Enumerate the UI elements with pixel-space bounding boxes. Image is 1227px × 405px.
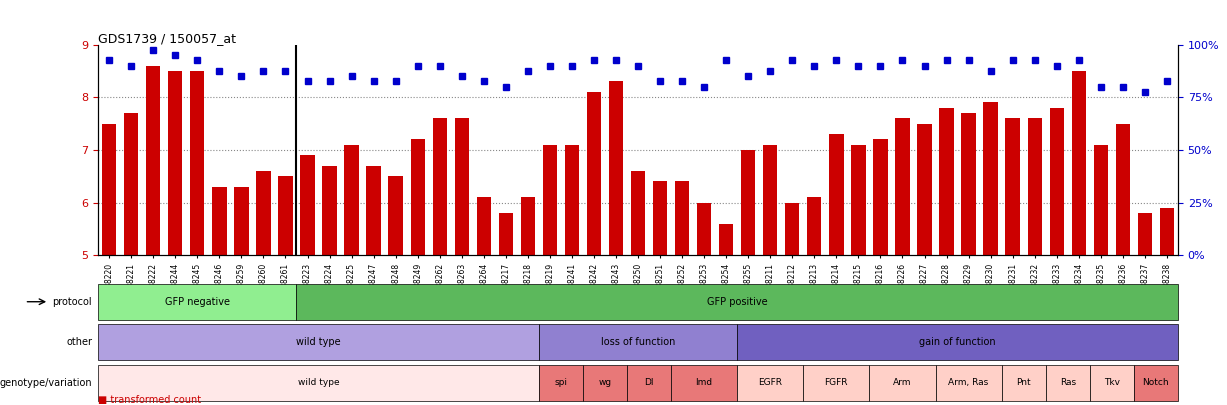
Bar: [1115, 124, 1130, 255]
Bar: [829, 134, 843, 255]
Text: other: other: [66, 337, 92, 347]
Bar: [476, 197, 491, 255]
Text: FGFR: FGFR: [825, 378, 848, 387]
Bar: [852, 145, 865, 255]
Text: wg: wg: [599, 378, 611, 387]
Bar: [719, 224, 734, 255]
Text: gain of function: gain of function: [919, 337, 996, 347]
Bar: [675, 181, 690, 255]
Bar: [234, 187, 249, 255]
Bar: [1049, 108, 1064, 255]
Bar: [631, 171, 645, 255]
Bar: [520, 197, 535, 255]
Text: Tkv: Tkv: [1104, 378, 1120, 387]
Bar: [896, 118, 909, 255]
FancyBboxPatch shape: [737, 364, 804, 401]
Text: Arm: Arm: [893, 378, 912, 387]
Bar: [542, 145, 557, 255]
Bar: [168, 71, 183, 255]
FancyBboxPatch shape: [1090, 364, 1134, 401]
Text: Ras: Ras: [1060, 378, 1076, 387]
FancyBboxPatch shape: [297, 284, 1178, 320]
FancyBboxPatch shape: [870, 364, 935, 401]
Bar: [609, 81, 623, 255]
Bar: [940, 108, 953, 255]
Bar: [564, 145, 579, 255]
FancyBboxPatch shape: [1045, 364, 1090, 401]
Text: Pnt: Pnt: [1016, 378, 1031, 387]
Text: GDS1739 / 150057_at: GDS1739 / 150057_at: [98, 32, 236, 45]
Text: GFP negative: GFP negative: [164, 297, 229, 307]
Bar: [587, 92, 601, 255]
Bar: [454, 118, 469, 255]
Bar: [389, 176, 402, 255]
Bar: [1027, 118, 1042, 255]
Bar: [741, 150, 756, 255]
Text: EGFR: EGFR: [758, 378, 783, 387]
Bar: [697, 202, 712, 255]
Bar: [918, 124, 931, 255]
Bar: [807, 197, 822, 255]
Bar: [190, 71, 205, 255]
Bar: [653, 181, 667, 255]
Bar: [1093, 145, 1108, 255]
FancyBboxPatch shape: [1001, 364, 1045, 401]
FancyBboxPatch shape: [627, 364, 671, 401]
Bar: [498, 213, 513, 255]
FancyBboxPatch shape: [98, 324, 539, 360]
Bar: [124, 113, 139, 255]
Text: genotype/variation: genotype/variation: [0, 378, 92, 388]
Bar: [1137, 213, 1152, 255]
Bar: [146, 66, 161, 255]
Bar: [256, 171, 271, 255]
Bar: [212, 187, 227, 255]
Bar: [785, 202, 800, 255]
Bar: [984, 102, 998, 255]
Text: Imd: Imd: [696, 378, 713, 387]
Bar: [874, 139, 887, 255]
Text: spi: spi: [555, 378, 567, 387]
Bar: [411, 139, 425, 255]
Text: loss of function: loss of function: [601, 337, 675, 347]
Bar: [1005, 118, 1020, 255]
FancyBboxPatch shape: [804, 364, 870, 401]
Bar: [323, 166, 336, 255]
Bar: [962, 113, 975, 255]
Bar: [301, 155, 314, 255]
Text: Dl: Dl: [644, 378, 654, 387]
Text: Notch: Notch: [1142, 378, 1169, 387]
Bar: [1160, 208, 1174, 255]
Text: ■ transformed count: ■ transformed count: [98, 395, 201, 405]
Text: protocol: protocol: [53, 297, 92, 307]
FancyBboxPatch shape: [935, 364, 1001, 401]
Bar: [279, 176, 292, 255]
Bar: [433, 118, 447, 255]
FancyBboxPatch shape: [98, 284, 297, 320]
FancyBboxPatch shape: [671, 364, 737, 401]
Text: wild type: wild type: [298, 378, 340, 387]
Text: GFP positive: GFP positive: [707, 297, 768, 307]
Bar: [1071, 71, 1086, 255]
FancyBboxPatch shape: [98, 364, 539, 401]
FancyBboxPatch shape: [737, 324, 1178, 360]
Bar: [367, 166, 380, 255]
Text: Arm, Ras: Arm, Ras: [948, 378, 989, 387]
Bar: [345, 145, 358, 255]
Bar: [102, 124, 117, 255]
FancyBboxPatch shape: [539, 364, 583, 401]
Bar: [763, 145, 778, 255]
FancyBboxPatch shape: [539, 324, 737, 360]
FancyBboxPatch shape: [583, 364, 627, 401]
Text: wild type: wild type: [296, 337, 341, 347]
FancyBboxPatch shape: [1134, 364, 1178, 401]
